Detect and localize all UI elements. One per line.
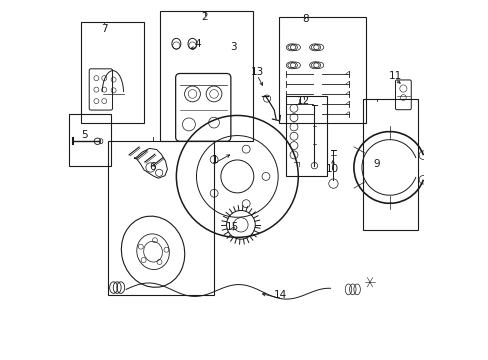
Text: 6: 6: [149, 162, 156, 172]
Text: 10: 10: [325, 164, 338, 174]
Text: 3: 3: [230, 42, 237, 52]
Text: 11: 11: [387, 71, 401, 81]
Text: 15: 15: [225, 222, 238, 231]
Text: 9: 9: [373, 159, 380, 169]
Text: 12: 12: [296, 96, 310, 106]
Text: 13: 13: [250, 67, 263, 77]
Text: 5: 5: [81, 130, 88, 140]
Bar: [285, 96, 326, 176]
Text: 7: 7: [101, 24, 107, 35]
Bar: [81, 22, 144, 123]
Text: 1: 1: [211, 155, 218, 165]
Bar: [160, 12, 253, 140]
Text: 4: 4: [194, 40, 201, 49]
Bar: [278, 17, 366, 123]
Bar: [69, 114, 111, 166]
Text: 8: 8: [302, 14, 308, 24]
Text: 2: 2: [202, 12, 208, 22]
Bar: [108, 140, 214, 295]
Text: 14: 14: [273, 291, 286, 301]
Bar: [362, 99, 418, 230]
